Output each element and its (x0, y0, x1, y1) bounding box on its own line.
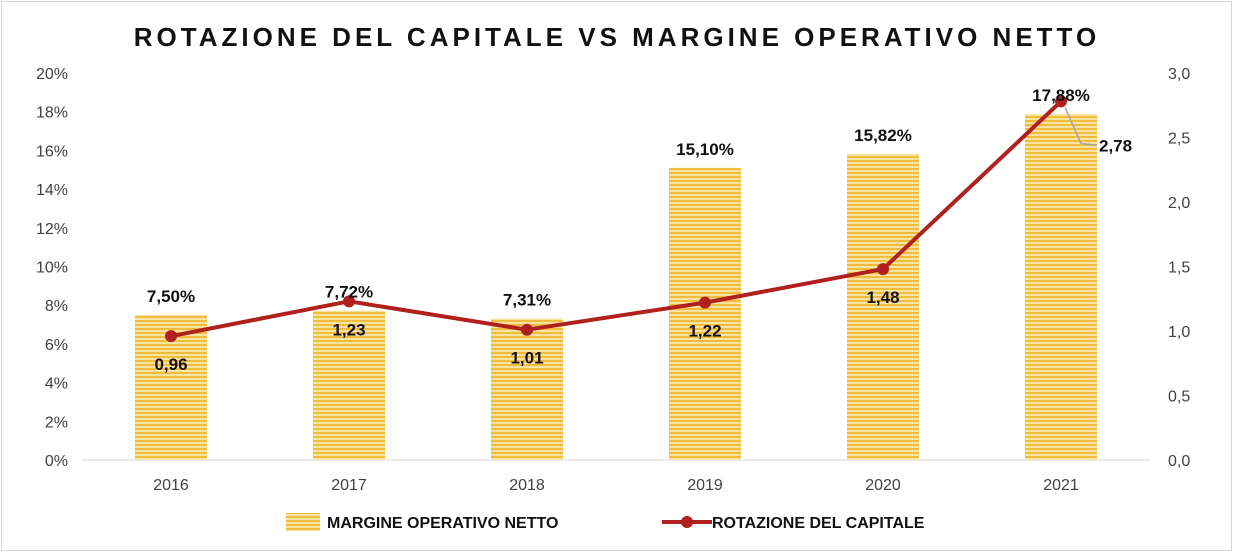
x-tick-label: 2021 (1043, 477, 1079, 494)
data-labels: 7,50% 7,72% 7,31% 15,10% 15,82% 17,88% 0,96 1,2… (147, 86, 1132, 374)
line-path (170, 99, 1063, 339)
bar-data-label: 15,10% (676, 140, 734, 159)
bar-data-label: 7,72% (325, 283, 373, 302)
bar (1025, 114, 1097, 460)
y-left-tick-label: 2% (45, 414, 68, 431)
y-left-tick-label: 10% (36, 260, 68, 277)
legend-line-marker (681, 516, 693, 528)
bar (491, 318, 563, 460)
bar-data-label: 7,50% (147, 287, 195, 306)
axes: 0% 2% 4% 6% 8% 10% 12% 14% 16% 18% 20% 0,0 0,5 1,0 1,5… (36, 66, 1190, 494)
line-data-label: 1,48 (866, 288, 899, 307)
x-tick-label: 2019 (687, 477, 723, 494)
y-left-tick-label: 4% (45, 376, 68, 393)
line-point (165, 330, 177, 343)
y-right-tick-label: 1,0 (1168, 324, 1190, 341)
bar (847, 153, 919, 460)
y-left-tick-label: 0% (45, 453, 68, 470)
x-tick-label: 2018 (509, 477, 545, 494)
bar-data-label: 7,31% (503, 291, 551, 310)
line-point (1055, 95, 1067, 108)
bar-data-label: 15,82% (854, 126, 912, 145)
line-point (343, 295, 355, 308)
chart-title: ROTAZIONE DEL CAPITALE VS MARGINE OPERAT… (134, 22, 1100, 52)
y-right-tick-label: 0,5 (1168, 389, 1190, 406)
line-point (521, 323, 533, 336)
x-tick-label: 2017 (331, 477, 367, 494)
y-right-tick-label: 0,0 (1168, 453, 1190, 470)
x-tick-label: 2016 (153, 477, 189, 494)
legend-line-label: ROTAZIONE DEL CAPITALE (712, 515, 925, 532)
y-right-tick-label: 2,0 (1168, 195, 1190, 212)
line-data-label: 1,23 (332, 320, 365, 339)
line-point (877, 263, 889, 276)
leader-line (1064, 107, 1098, 147)
line-data-label: 0,96 (154, 355, 187, 374)
line-data-label: 1,22 (688, 322, 721, 341)
line-point (699, 296, 711, 309)
bar (313, 310, 385, 460)
y-left-tick-label: 20% (36, 66, 68, 83)
legend: MARGINE OPERATIVO NETTO ROTAZIONE DEL CAP… (286, 513, 925, 532)
x-tick-label: 2020 (865, 477, 901, 494)
y-right-tick-label: 3,0 (1168, 66, 1190, 83)
y-left-tick-label: 12% (36, 221, 68, 238)
legend-bar-swatch (286, 513, 320, 531)
y-left-tick-label: 14% (36, 182, 68, 199)
legend-bar-label: MARGINE OPERATIVO NETTO (327, 515, 558, 532)
bar-data-label: 17,88% (1032, 86, 1090, 105)
line-data-label: 2,78 (1099, 136, 1132, 155)
y-right-tick-label: 1,5 (1168, 260, 1190, 277)
y-left-tick-label: 18% (36, 105, 68, 122)
bars (135, 114, 1097, 460)
line-series (165, 95, 1067, 343)
y-left-tick-label: 16% (36, 143, 68, 160)
y-left-tick-label: 8% (45, 298, 68, 315)
line-data-label: 1,01 (510, 349, 543, 368)
y-left-tick-label: 6% (45, 337, 68, 354)
bar (669, 167, 741, 460)
y-right-tick-label: 2,5 (1168, 131, 1190, 148)
